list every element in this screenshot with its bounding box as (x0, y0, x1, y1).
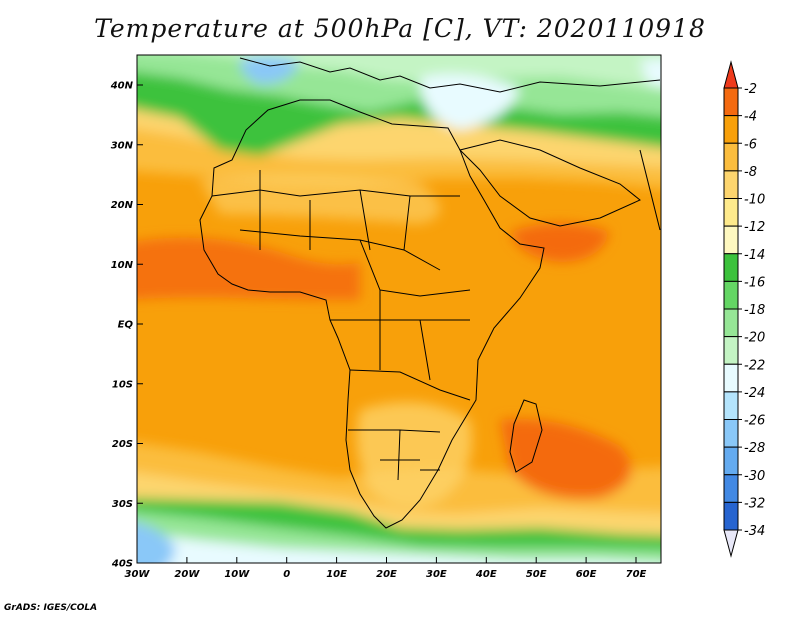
colorbar: -2 -4 -6 -8 -10 -12 -14 -16 -18 -20 -22 -24 -26 -28 -3… (723, 60, 765, 558)
lon-tick-label: 10W (224, 569, 250, 580)
lon-tick-label: 10E (326, 569, 347, 580)
field-tropical-dark-west (137, 237, 360, 300)
colorbar-label: -32 (744, 496, 765, 511)
field-north-cyan-patch (420, 73, 520, 130)
field-southern-africa-yellow (356, 402, 472, 508)
plot-frame (136, 54, 662, 564)
colorbar-label: -18 (744, 303, 765, 318)
colorbar-box (723, 170, 739, 199)
colorbar-top-arrow (723, 60, 739, 89)
lat-tick-label: 10S (112, 379, 133, 390)
lon-tick-label: 40E (475, 569, 497, 580)
colorbar-label: -4 (744, 110, 757, 125)
colorbar-box (723, 501, 739, 531)
colorbar-box (723, 87, 739, 117)
colorbar-box (723, 419, 739, 448)
india-coast (639, 149, 661, 231)
colorbar-label: -10 (744, 193, 765, 208)
colorbar-label: -16 (744, 275, 765, 290)
credit-text: GrADS: IGES/COLA (4, 603, 98, 613)
field-north-cyan-patch-east (640, 58, 661, 87)
field-southwest-blue (137, 522, 176, 563)
colorbar-box (723, 308, 739, 338)
colorbar-box (723, 142, 739, 172)
coastlines (199, 57, 661, 529)
lon-tick-label: 30W (125, 569, 151, 580)
borders-central (330, 290, 471, 401)
lon-tick-label: 0 (283, 569, 290, 580)
colorbar-bottom-arrow (723, 529, 739, 558)
colorbar-label: -26 (744, 414, 765, 429)
field-southeast-dark (500, 419, 632, 499)
lat-tick-label: 40S (111, 559, 133, 570)
lon-tick-label: 70E (626, 569, 647, 580)
colorbar-box (723, 474, 739, 503)
colorbar-label: -6 (744, 137, 757, 152)
lat-tick-label: EQ (118, 320, 134, 331)
europe-coast (239, 57, 661, 93)
lon-tick-label: 30E (426, 569, 447, 580)
colorbar-box (723, 280, 739, 310)
latitude-axis: 40N 30N 20N 10N EQ 10S 20S 30S 40S (110, 81, 143, 570)
lat-tick-label: 10N (111, 260, 134, 271)
colorbar-box (723, 253, 739, 282)
map-title: Temperature at 500hPa [C], VT: 202011091… (94, 14, 706, 43)
africa-outline (199, 99, 545, 529)
field-north-green-pale (210, 55, 661, 90)
field-south-cyan-band (137, 532, 661, 563)
lat-tick-label: 20S (112, 439, 133, 450)
colorbar-label: -24 (744, 386, 765, 401)
colorbar-box (723, 198, 739, 227)
lon-tick-label: 20E (376, 569, 397, 580)
madagascar-outline (509, 399, 543, 473)
colorbar-label: -30 (744, 469, 765, 484)
lat-tick-label: 30N (111, 140, 134, 151)
arabia-outline (459, 139, 641, 227)
colorbar-label: -20 (744, 331, 765, 346)
borders-sahel (211, 170, 471, 297)
colorbar-label: -14 (744, 248, 765, 263)
temperature-field (137, 55, 661, 563)
field-north-blue-patch (240, 56, 300, 84)
lon-tick-label: 60E (576, 569, 597, 580)
lon-tick-label: 50E (526, 569, 547, 580)
colorbar-box (723, 336, 739, 365)
colorbar-label: -28 (744, 441, 765, 456)
colorbar-label: -2 (744, 82, 757, 97)
colorbar-label: -8 (744, 165, 757, 180)
lat-tick-label: 30S (112, 499, 133, 510)
colorbar-box (723, 446, 739, 476)
colorbar-box (723, 391, 739, 420)
colorbar-box (723, 115, 739, 144)
field-tropical-dark-east (510, 223, 610, 262)
colorbar-box (723, 363, 739, 393)
longitude-axis: 30W 20W 10W 0 10E 20E 30E 40E 50E 60E 70E (125, 557, 647, 580)
lat-tick-label: 20N (111, 200, 134, 211)
lon-tick-label: 20W (174, 569, 200, 580)
colorbar-label: -22 (744, 358, 765, 373)
colorbar-box (723, 225, 739, 255)
colorbar-label: -12 (744, 220, 765, 235)
colorbar-label: -34 (744, 524, 765, 539)
lat-tick-label: 40N (110, 81, 134, 92)
borders-south (348, 429, 441, 481)
